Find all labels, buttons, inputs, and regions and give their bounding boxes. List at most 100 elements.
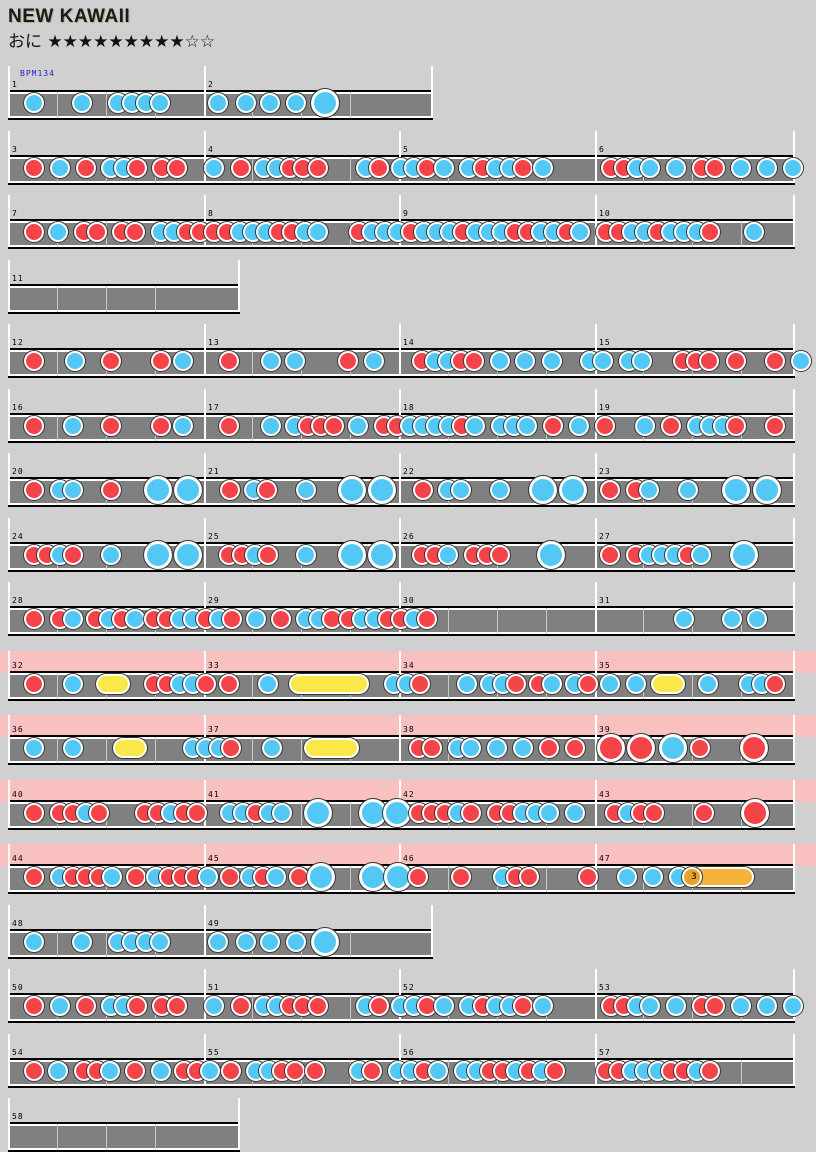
- don-note[interactable]: [150, 414, 172, 437]
- don-note[interactable]: [126, 156, 148, 179]
- ka-note[interactable]: [295, 543, 317, 566]
- don-note[interactable]: [660, 414, 682, 437]
- don-note[interactable]: [599, 543, 621, 566]
- don-note[interactable]: [512, 156, 534, 179]
- ka-note[interactable]: [261, 737, 283, 759]
- note-lane[interactable]: [8, 1122, 240, 1152]
- ka-note[interactable]: [538, 801, 560, 824]
- don-note[interactable]: [764, 350, 786, 372]
- don-note[interactable]: [577, 866, 599, 888]
- ka-note[interactable]: [150, 1059, 172, 1082]
- ka-note[interactable]: [673, 608, 695, 630]
- ka-note[interactable]: [203, 156, 225, 179]
- don-note[interactable]: [100, 350, 122, 372]
- ka-note[interactable]: [756, 995, 778, 1017]
- don-note[interactable]: [230, 156, 252, 179]
- don-note[interactable]: [220, 737, 242, 759]
- don-note-big[interactable]: [626, 733, 656, 763]
- ka-note[interactable]: [62, 414, 84, 437]
- ka-note[interactable]: [259, 930, 281, 953]
- ka-note[interactable]: [207, 930, 229, 953]
- don-note[interactable]: [409, 672, 431, 695]
- don-note[interactable]: [421, 737, 443, 759]
- ka-note[interactable]: [427, 1059, 449, 1082]
- don-note[interactable]: [284, 1059, 306, 1082]
- ka-note-big[interactable]: [658, 733, 688, 763]
- don-note[interactable]: [544, 1059, 566, 1082]
- don-note[interactable]: [150, 350, 172, 372]
- don-note[interactable]: [288, 866, 310, 888]
- ka-note-big[interactable]: [306, 862, 336, 892]
- ka-note[interactable]: [450, 479, 472, 501]
- don-note[interactable]: [337, 350, 359, 372]
- don-note[interactable]: [219, 479, 241, 501]
- ka-note[interactable]: [486, 737, 508, 759]
- ka-note[interactable]: [99, 1059, 121, 1082]
- drumroll-note[interactable]: [650, 672, 686, 695]
- ka-note[interactable]: [49, 156, 71, 179]
- ka-note[interactable]: [677, 479, 699, 501]
- don-note[interactable]: [100, 414, 122, 437]
- ka-note[interactable]: [23, 930, 45, 953]
- ka-note[interactable]: [639, 995, 661, 1017]
- don-note[interactable]: [764, 672, 786, 695]
- don-note[interactable]: [460, 801, 482, 824]
- ka-note[interactable]: [149, 930, 171, 953]
- ka-note[interactable]: [639, 156, 661, 179]
- ka-note[interactable]: [284, 350, 306, 372]
- ka-note[interactable]: [616, 866, 638, 888]
- ka-note[interactable]: [746, 608, 768, 630]
- ka-note[interactable]: [101, 866, 123, 888]
- don-note[interactable]: [505, 672, 527, 695]
- don-note[interactable]: [323, 414, 345, 437]
- ka-note[interactable]: [172, 414, 194, 437]
- ka-note[interactable]: [260, 350, 282, 372]
- ka-note[interactable]: [516, 414, 538, 437]
- ka-note[interactable]: [631, 350, 653, 372]
- don-note[interactable]: [23, 866, 45, 888]
- ka-note[interactable]: [307, 221, 329, 243]
- ka-note[interactable]: [514, 350, 536, 372]
- don-note[interactable]: [86, 221, 108, 243]
- ka-note[interactable]: [62, 608, 84, 630]
- don-note[interactable]: [23, 350, 45, 372]
- ka-note[interactable]: [257, 672, 279, 695]
- don-note[interactable]: [124, 1059, 146, 1082]
- ka-note[interactable]: [690, 543, 712, 566]
- ka-note[interactable]: [460, 737, 482, 759]
- ka-note-big[interactable]: [367, 539, 397, 570]
- ka-note[interactable]: [149, 92, 171, 114]
- don-note[interactable]: [704, 995, 726, 1017]
- ka-note[interactable]: [743, 221, 765, 243]
- ka-note[interactable]: [489, 350, 511, 372]
- don-note[interactable]: [698, 350, 720, 372]
- ka-note[interactable]: [23, 92, 45, 114]
- ka-note[interactable]: [47, 221, 69, 243]
- don-note[interactable]: [764, 414, 786, 437]
- ka-note[interactable]: [790, 350, 812, 372]
- ka-note-big[interactable]: [752, 475, 782, 505]
- note-lane[interactable]: [8, 477, 795, 507]
- ka-note[interactable]: [124, 608, 146, 630]
- ka-note[interactable]: [235, 930, 257, 953]
- don-note[interactable]: [270, 608, 292, 630]
- ka-note[interactable]: [172, 350, 194, 372]
- ka-note-big[interactable]: [303, 797, 333, 828]
- don-note[interactable]: [594, 414, 616, 437]
- don-note[interactable]: [304, 1059, 326, 1082]
- ka-note[interactable]: [71, 92, 93, 114]
- ka-note-big[interactable]: [143, 475, 173, 505]
- ka-note-big[interactable]: [337, 475, 367, 505]
- ka-note[interactable]: [665, 156, 687, 179]
- don-note[interactable]: [599, 479, 621, 501]
- ka-note-big[interactable]: [729, 539, 759, 570]
- ka-note[interactable]: [363, 350, 385, 372]
- ka-note[interactable]: [64, 350, 86, 372]
- don-note[interactable]: [230, 995, 252, 1017]
- don-note[interactable]: [219, 866, 241, 888]
- don-note[interactable]: [512, 995, 534, 1017]
- ka-note[interactable]: [295, 479, 317, 501]
- don-note[interactable]: [307, 156, 329, 179]
- don-note[interactable]: [368, 156, 390, 179]
- ka-note[interactable]: [634, 414, 656, 437]
